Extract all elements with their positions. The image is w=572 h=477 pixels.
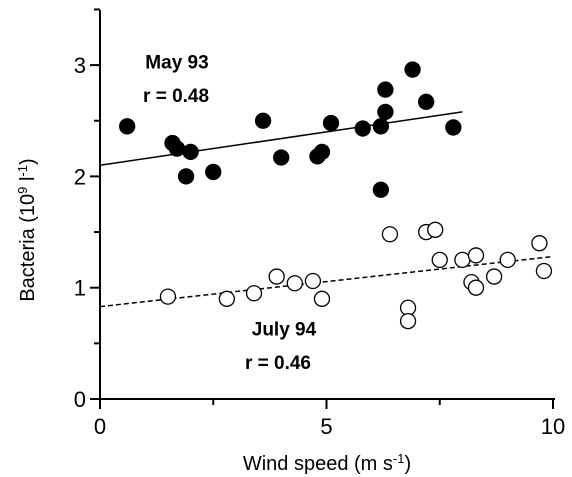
open-point bbox=[454, 251, 471, 269]
y-axis-label: Bacteria (109 l-1) bbox=[15, 158, 40, 301]
filled-point bbox=[322, 114, 340, 132]
y-tick-label: 1 bbox=[74, 276, 86, 301]
annotation-label: May 93 bbox=[145, 52, 208, 73]
open-point bbox=[268, 268, 285, 285]
open-point bbox=[485, 268, 503, 285]
data-points bbox=[119, 61, 553, 330]
fit-line-series-0 bbox=[99, 111, 463, 167]
x-tick-label: 10 bbox=[541, 414, 565, 439]
open-point bbox=[431, 251, 448, 269]
y-tick-label: 2 bbox=[74, 164, 86, 189]
y-axis-label-sup1: 9 bbox=[15, 187, 30, 194]
filled-point bbox=[313, 143, 331, 161]
filled-point bbox=[182, 143, 199, 161]
open-point bbox=[531, 235, 548, 252]
filled-point bbox=[445, 119, 462, 136]
open-point bbox=[313, 290, 331, 307]
x-axis-label-sup: -1 bbox=[393, 451, 405, 466]
y-axis-label-sup2: -1 bbox=[15, 165, 30, 177]
annotations: May 93 r = 0.48 July 94 r = 0.46 bbox=[143, 52, 317, 374]
open-point bbox=[218, 290, 235, 307]
open-point bbox=[467, 247, 485, 264]
filled-point bbox=[354, 120, 371, 137]
annotation-label: r = 0.46 bbox=[245, 353, 311, 374]
open-point bbox=[427, 221, 444, 238]
filled-point bbox=[205, 163, 222, 181]
open-point bbox=[304, 272, 322, 290]
filled-point bbox=[372, 181, 390, 198]
filled-point bbox=[168, 140, 186, 157]
x-tick-label: 0 bbox=[94, 414, 106, 439]
open-point bbox=[286, 275, 303, 292]
filled-point bbox=[177, 168, 195, 185]
filled-point bbox=[377, 103, 394, 120]
x-axis-label: Wind speed (m s-1) bbox=[243, 451, 411, 476]
open-point bbox=[399, 312, 417, 330]
x-tick-label: 5 bbox=[320, 414, 332, 439]
y-tick-label: 0 bbox=[74, 387, 86, 412]
y-tick-label: 3 bbox=[74, 53, 86, 78]
filled-point bbox=[372, 118, 390, 135]
open-point bbox=[159, 288, 177, 305]
open-point bbox=[467, 279, 485, 296]
filled-point bbox=[119, 118, 136, 135]
open-point bbox=[499, 251, 516, 269]
open-point bbox=[535, 262, 553, 280]
annotation-label: July 94 bbox=[252, 320, 317, 341]
open-point bbox=[245, 285, 263, 302]
filled-point bbox=[254, 112, 272, 129]
filled-point bbox=[273, 149, 290, 166]
open-point bbox=[381, 226, 399, 243]
filled-point bbox=[418, 93, 435, 110]
filled-point bbox=[377, 81, 394, 98]
filled-point bbox=[404, 61, 421, 78]
axes: 0 1 2 3 0 5 10 bbox=[74, 8, 565, 439]
annotation-label: r = 0.48 bbox=[143, 86, 209, 107]
